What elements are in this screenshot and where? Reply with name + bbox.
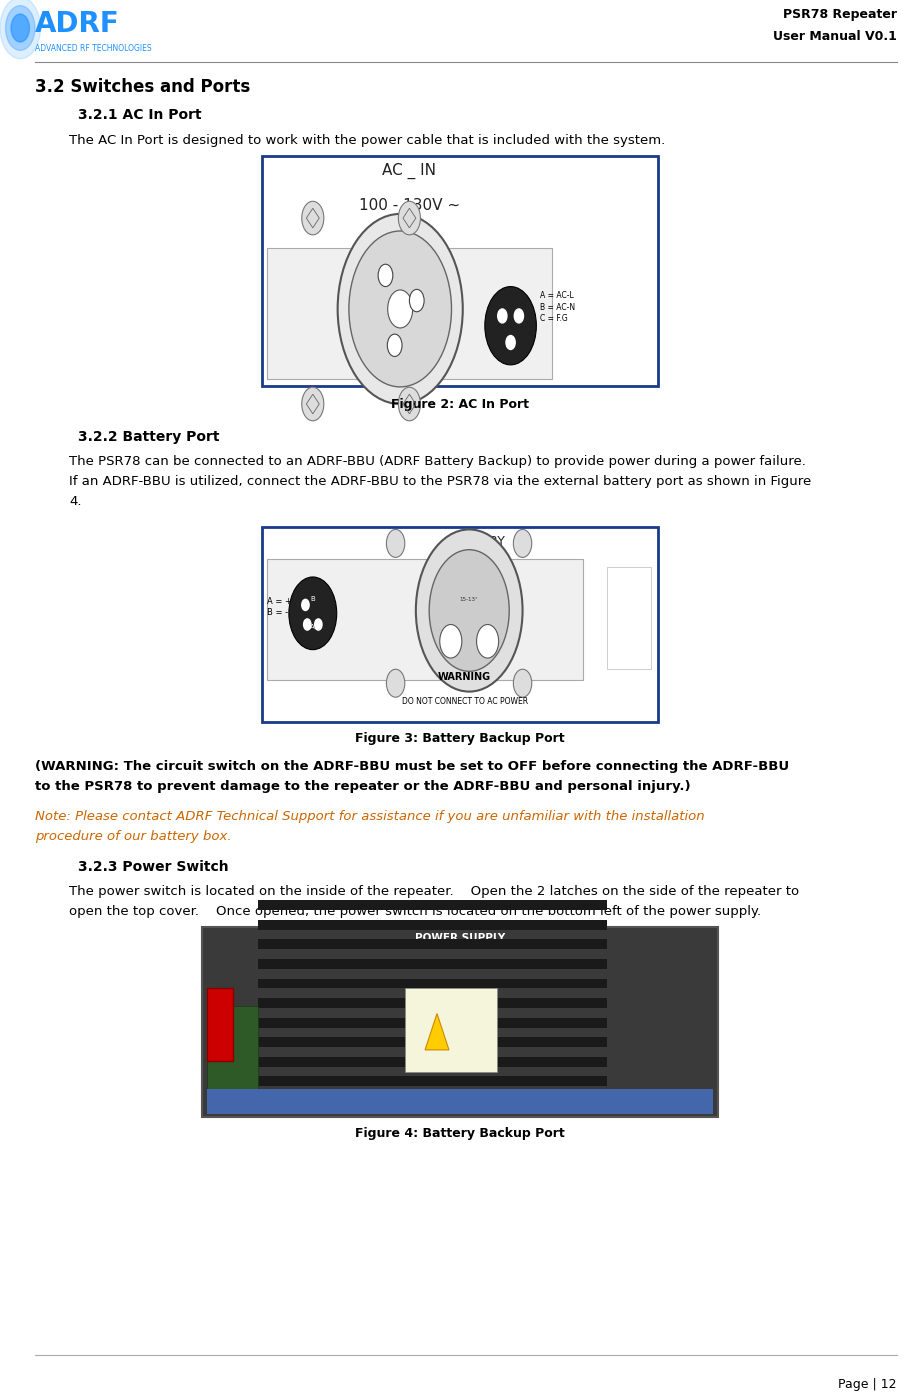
FancyBboxPatch shape [262, 157, 657, 386]
FancyBboxPatch shape [257, 920, 607, 930]
Text: Figure 2: AC In Port: Figure 2: AC In Port [391, 398, 528, 411]
Text: Figure 3: Battery Backup Port: Figure 3: Battery Backup Port [355, 733, 564, 745]
Text: PSR78 Repeater: PSR78 Repeater [782, 8, 896, 21]
FancyBboxPatch shape [257, 1076, 607, 1086]
FancyBboxPatch shape [257, 1037, 607, 1047]
Text: WARNING: WARNING [437, 671, 491, 682]
Circle shape [398, 387, 420, 421]
Circle shape [6, 6, 35, 50]
Circle shape [301, 201, 323, 235]
Text: line1
line2
line3: line1 line2 line3 [458, 1047, 466, 1061]
Text: The PSR78 can be connected to an ADRF-BBU (ADRF Battery Backup) to provide power: The PSR78 can be connected to an ADRF-BB… [69, 454, 805, 468]
Circle shape [513, 670, 531, 698]
Text: B: B [310, 597, 315, 603]
FancyBboxPatch shape [404, 988, 496, 1072]
Circle shape [11, 14, 29, 42]
FancyBboxPatch shape [257, 959, 607, 969]
Text: (WARNING: The circuit switch on the ADRF-BBU must be set to OFF before connectin: (WARNING: The circuit switch on the ADRF… [35, 761, 789, 773]
Circle shape [513, 530, 531, 558]
Circle shape [387, 334, 402, 356]
FancyBboxPatch shape [207, 988, 233, 1061]
Text: A = AC-L
B = AC-N
C = F.G: A = AC-L B = AC-N C = F.G [539, 291, 574, 323]
Text: WARNING: WARNING [464, 1023, 499, 1029]
FancyBboxPatch shape [607, 568, 651, 668]
Circle shape [387, 289, 413, 329]
Text: Figure 4: Battery Backup Port: Figure 4: Battery Backup Port [355, 1127, 564, 1139]
Text: procedure of our battery box.: procedure of our battery box. [35, 830, 232, 843]
Circle shape [428, 549, 509, 671]
Text: Page | 12: Page | 12 [837, 1378, 896, 1391]
Circle shape [497, 309, 506, 323]
Text: 3.2.1 AC In Port: 3.2.1 AC In Port [78, 108, 201, 122]
Text: !: ! [435, 1035, 438, 1043]
Text: B: B [485, 639, 489, 643]
Text: User Manual V0.1: User Manual V0.1 [772, 29, 896, 43]
Text: The power switch is located on the inside of the repeater.    Open the 2 latches: The power switch is located on the insid… [69, 885, 799, 898]
Text: DO NOT CONNECT TO AC POWER: DO NOT CONNECT TO AC POWER [401, 696, 528, 706]
Circle shape [386, 670, 404, 698]
Text: to the PSR78 to prevent damage to the repeater or the ADRF-BBU and personal inju: to the PSR78 to prevent damage to the re… [35, 780, 690, 793]
Circle shape [303, 619, 311, 630]
Circle shape [314, 619, 322, 630]
FancyBboxPatch shape [257, 979, 607, 988]
Text: POWER SUPPLY: POWER SUPPLY [414, 932, 505, 942]
Circle shape [514, 309, 523, 323]
Text: 3.2.3 Power Switch: 3.2.3 Power Switch [78, 860, 229, 874]
Text: 3.2.2 Battery Port: 3.2.2 Battery Port [78, 431, 220, 445]
Circle shape [476, 625, 498, 658]
Polygon shape [425, 1014, 448, 1050]
Text: 100 - 130V ~: 100 - 130V ~ [358, 199, 460, 212]
Circle shape [398, 201, 420, 235]
FancyBboxPatch shape [257, 939, 607, 949]
Circle shape [348, 231, 451, 387]
Text: AC _ IN: AC _ IN [382, 164, 436, 179]
FancyBboxPatch shape [257, 998, 607, 1008]
Text: If an ADRF-BBU is utilized, connect the ADRF-BBU to the PSR78 via the external b: If an ADRF-BBU is utilized, connect the … [69, 475, 811, 488]
FancyBboxPatch shape [262, 527, 657, 721]
Circle shape [439, 625, 461, 658]
Text: A: A [448, 639, 452, 643]
FancyBboxPatch shape [257, 900, 607, 910]
Text: 4.: 4. [69, 495, 82, 507]
Circle shape [415, 530, 522, 692]
FancyBboxPatch shape [207, 1005, 257, 1110]
Circle shape [289, 577, 336, 650]
Circle shape [301, 387, 323, 421]
Circle shape [484, 287, 536, 365]
FancyBboxPatch shape [267, 559, 583, 679]
Circle shape [378, 264, 392, 287]
Text: 3.2 Switches and Ports: 3.2 Switches and Ports [35, 78, 250, 96]
Circle shape [409, 289, 424, 312]
Text: A = +
B = -: A = + B = - [267, 597, 291, 617]
FancyBboxPatch shape [267, 247, 551, 379]
Circle shape [505, 336, 515, 350]
Circle shape [0, 0, 40, 59]
Circle shape [386, 530, 404, 558]
Text: Note: Please contact ADRF Technical Support for assistance if you are unfamiliar: Note: Please contact ADRF Technical Supp… [35, 809, 704, 823]
FancyBboxPatch shape [257, 1018, 607, 1028]
Text: ADRF: ADRF [35, 10, 119, 38]
Text: 15-13°: 15-13° [460, 597, 478, 601]
FancyBboxPatch shape [202, 927, 717, 1117]
FancyBboxPatch shape [257, 1057, 607, 1067]
Text: ADVANCED RF TECHNOLOGIES: ADVANCED RF TECHNOLOGIES [35, 43, 152, 53]
FancyBboxPatch shape [207, 1089, 712, 1114]
Text: A: A [310, 625, 315, 630]
Circle shape [337, 214, 462, 404]
Text: The AC In Port is designed to work with the power cable that is included with th: The AC In Port is designed to work with … [69, 134, 664, 147]
Text: open the top cover.    Once opened, the power switch is located on the bottom le: open the top cover. Once opened, the pow… [69, 905, 760, 918]
Circle shape [301, 600, 309, 611]
Text: BATTERY: BATTERY [450, 535, 505, 548]
